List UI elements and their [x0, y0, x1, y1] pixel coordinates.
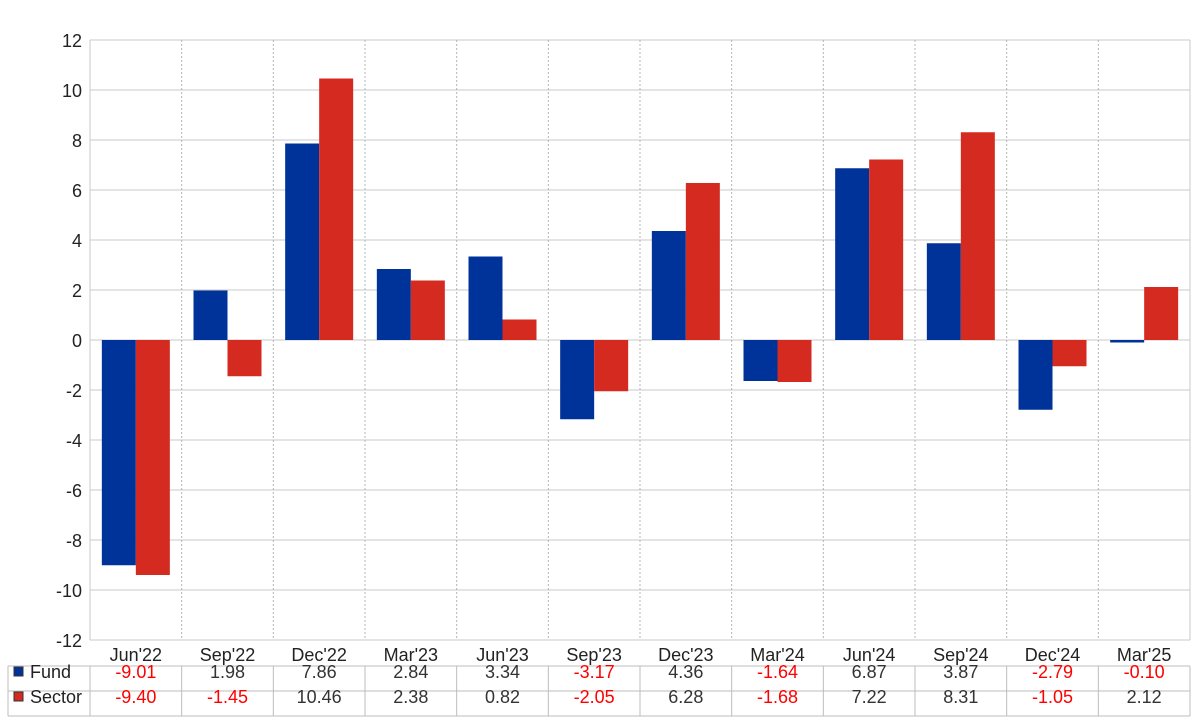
y-tick-label: 8 [72, 131, 82, 151]
y-tick-label: -4 [66, 431, 82, 451]
bar-fund [193, 290, 228, 340]
x-tick-label: Dec'24 [1025, 645, 1080, 665]
x-tick-label: Mar'23 [384, 645, 438, 665]
y-tick-label: -10 [56, 581, 82, 601]
y-tick-label: -2 [66, 381, 82, 401]
data-label-fund: 1.98 [210, 662, 245, 682]
data-label-sector: -2.05 [574, 687, 615, 707]
data-label-sector: 6.28 [668, 687, 703, 707]
y-tick-label: 0 [72, 331, 82, 351]
data-label-sector: -1.45 [207, 687, 248, 707]
data-label-fund: 7.86 [302, 662, 337, 682]
bar-sector [960, 132, 995, 340]
bar-sector [869, 159, 904, 340]
bar-sector [227, 340, 262, 377]
x-tick-label: Jun'22 [110, 645, 162, 665]
y-tick-label: -12 [56, 631, 82, 651]
bar-fund [1018, 340, 1053, 410]
data-label-sector: 8.31 [943, 687, 978, 707]
legend-swatch-sector [13, 691, 24, 702]
bar-fund [560, 340, 595, 420]
data-label-sector: -1.68 [757, 687, 798, 707]
data-label-fund: -1.64 [757, 662, 798, 682]
x-tick-label: Jun'23 [476, 645, 528, 665]
x-tick-label: Mar'25 [1117, 645, 1171, 665]
bar-sector [594, 340, 629, 392]
x-tick-label: Sep'23 [566, 645, 622, 665]
bar-sector [410, 280, 445, 340]
data-label-sector: 0.82 [485, 687, 520, 707]
data-label-fund: 6.87 [852, 662, 887, 682]
bar-sector [1144, 287, 1179, 340]
bar-sector [135, 340, 170, 575]
bar-sector [777, 340, 812, 382]
data-label-fund: 3.34 [485, 662, 520, 682]
data-label-fund: -2.79 [1032, 662, 1073, 682]
data-label-fund: 3.87 [943, 662, 978, 682]
grid [90, 39, 1190, 641]
legend-swatch-fund [13, 666, 24, 677]
bar-fund [926, 243, 961, 340]
bars [101, 78, 1179, 575]
data-label-sector: 2.38 [393, 687, 428, 707]
bar-fund [376, 269, 411, 340]
y-tick-label: 2 [72, 281, 82, 301]
data-label-fund: -3.17 [574, 662, 615, 682]
bar-sector [1052, 340, 1087, 367]
axes: -12 -10 -8 -6 -4 -2 0 2 4 6 8 10 12 Jun'22 Sep'22 Dec'2… [56, 31, 1191, 665]
data-label-fund: -0.10 [1124, 662, 1165, 682]
data-table: Fund -9.01 1.98 7.86 2.84 3.34 -3.17 4.36 -1.64 6… [7, 662, 1191, 717]
y-tick-label: -8 [66, 531, 82, 551]
bar-sector [685, 183, 720, 340]
bar-sector [502, 319, 537, 340]
bar-fund [743, 340, 778, 381]
data-label-sector: 7.22 [852, 687, 887, 707]
y-tick-label: 12 [62, 31, 82, 51]
legend-label-sector: Sector [30, 687, 82, 707]
y-tick-label: -6 [66, 481, 82, 501]
data-label-fund: 2.84 [393, 662, 428, 682]
x-tick-label: Mar'24 [750, 645, 804, 665]
data-label-sector: 2.12 [1127, 687, 1162, 707]
data-label-sector: 10.46 [297, 687, 342, 707]
bar-fund [651, 231, 686, 340]
data-label-sector: -1.05 [1032, 687, 1073, 707]
x-tick-label: Dec'23 [658, 645, 713, 665]
bar-fund [1110, 340, 1145, 343]
bar-fund [285, 143, 320, 340]
y-tick-label: 4 [72, 231, 82, 251]
x-tick-label: Jun'24 [843, 645, 895, 665]
bar-fund [835, 168, 870, 340]
legend-label-fund: Fund [30, 662, 71, 682]
bar-sector [319, 78, 354, 340]
y-tick-label: 10 [62, 81, 82, 101]
x-tick-label: Dec'22 [291, 645, 346, 665]
y-tick-label: 6 [72, 181, 82, 201]
x-tick-label: Sep'22 [200, 645, 256, 665]
x-tick-label: Sep'24 [933, 645, 989, 665]
data-label-fund: -9.01 [115, 662, 156, 682]
data-label-fund: 4.36 [668, 662, 703, 682]
bar-fund [101, 340, 136, 566]
data-label-sector: -9.40 [115, 687, 156, 707]
bar-fund [468, 256, 503, 340]
